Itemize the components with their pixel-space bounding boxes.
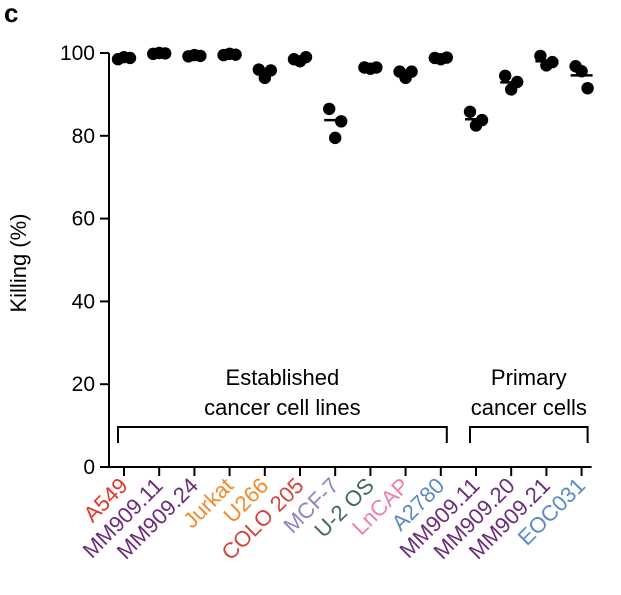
y-tick-label: 60: [72, 208, 95, 231]
group-brackets: Established cancer cell lines Primary cance…: [117, 365, 589, 443]
y-tick-label: 20: [72, 373, 95, 396]
data-point: [581, 81, 594, 95]
y-axis-label: Killing (%): [6, 213, 31, 312]
data-marks: [111, 46, 594, 145]
data-point: [463, 105, 477, 118]
data-point: [534, 49, 547, 63]
data-point: [264, 64, 277, 77]
data-point: [299, 50, 313, 64]
data-point: [323, 102, 336, 116]
group-label: cancer cells: [471, 395, 587, 420]
y-tick-label: 40: [72, 290, 95, 313]
x-axis: [109, 466, 592, 476]
data-point: [499, 69, 512, 82]
group-bracket: [469, 426, 589, 443]
y-tick-label: 100: [60, 42, 95, 65]
group-label: Established: [226, 365, 340, 390]
panel-label: c: [4, 0, 18, 28]
group-label: cancer cell lines: [204, 395, 361, 420]
data-point: [405, 65, 418, 78]
y-tick-label: 0: [83, 456, 95, 479]
group-label: Primary: [491, 365, 567, 390]
y-axis: 0 20 40 60 80 100: [60, 42, 110, 479]
y-tick-label: 80: [72, 125, 95, 148]
group-bracket: [117, 426, 448, 443]
data-point: [329, 131, 342, 145]
